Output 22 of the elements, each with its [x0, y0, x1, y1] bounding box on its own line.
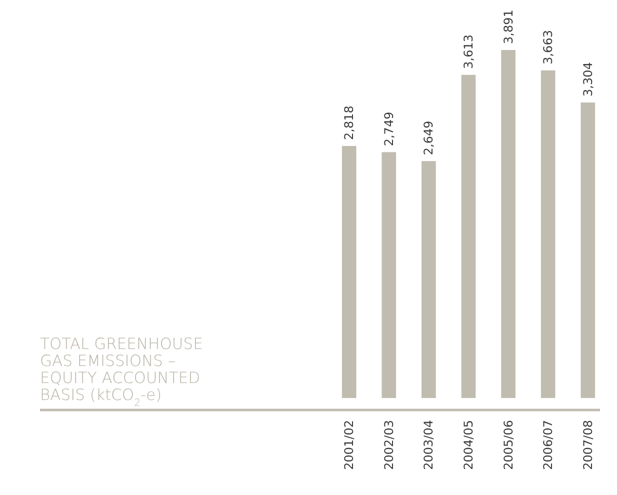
x-tick-label: 2004/05: [462, 420, 476, 470]
bar: [382, 152, 396, 398]
bar: [422, 161, 436, 398]
data-label: 3,304: [580, 62, 595, 96]
bar: [342, 146, 356, 398]
data-label: 2,749: [382, 112, 396, 146]
data-label: 2,649: [422, 120, 436, 156]
x-tick-label: 2002/03: [382, 420, 396, 470]
x-tick-label: 2003/04: [422, 420, 436, 470]
text: TOTAL GREENHOUSE GAS EMISSIONS – EQUITY ACCOUNTED BASIS (ktCO$_{2}$-e): [40, 335, 203, 408]
bar: [540, 70, 556, 398]
data-label: 3,891: [501, 10, 516, 44]
bar: [501, 50, 516, 398]
x-tick-label: 2005/06: [501, 420, 516, 470]
data-label: 2,818: [342, 106, 356, 140]
bar: [580, 102, 596, 398]
x-tick-label: 2001/02: [342, 420, 356, 470]
data-label: 3,663: [541, 30, 556, 64]
x-tick-label: 2006/07: [541, 420, 556, 470]
bar: [461, 74, 476, 398]
data-label: 3,613: [462, 34, 476, 69]
x-tick-label: 2007/08: [580, 420, 595, 470]
